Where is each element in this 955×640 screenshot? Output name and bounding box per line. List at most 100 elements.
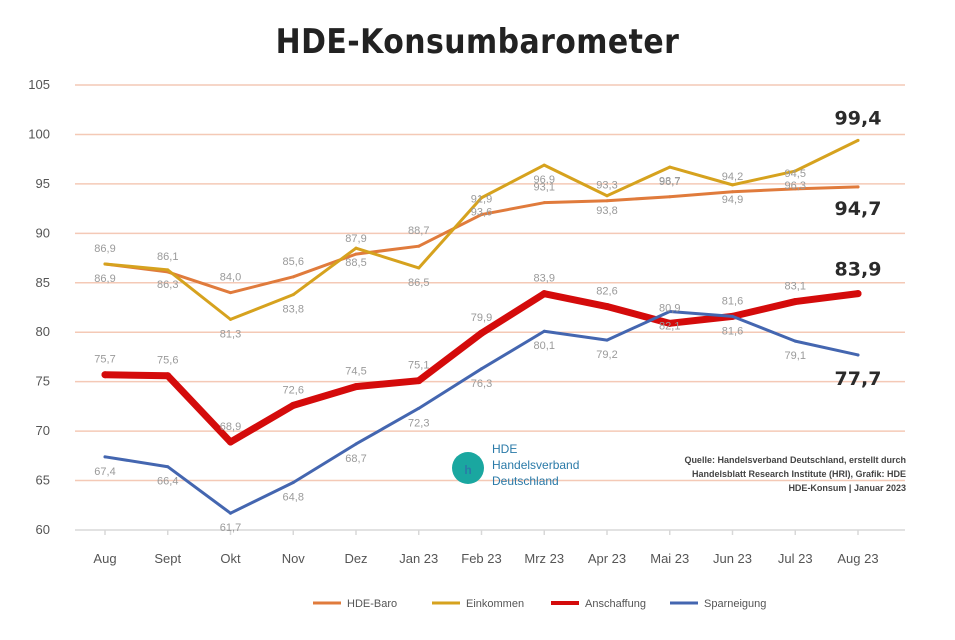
series-line-sparneigung bbox=[103, 309, 860, 515]
data-label: 94,2 bbox=[722, 171, 743, 183]
data-label: 93,6 bbox=[471, 207, 492, 219]
data-point bbox=[415, 377, 423, 385]
data-label: 88,5 bbox=[345, 257, 366, 269]
data-label: 86,9 bbox=[94, 273, 115, 285]
data-point bbox=[668, 309, 672, 313]
data-point bbox=[791, 298, 799, 306]
data-point bbox=[291, 275, 295, 279]
data-point bbox=[101, 371, 109, 379]
legend-label: Anschaffung bbox=[585, 598, 646, 610]
data-point bbox=[103, 455, 107, 459]
data-point bbox=[603, 303, 611, 311]
data-label: 82,1 bbox=[659, 320, 680, 332]
data-label: 67,4 bbox=[94, 466, 115, 478]
y-tick-label: 85 bbox=[36, 275, 50, 290]
y-tick-label: 80 bbox=[36, 324, 50, 339]
end-label: 83,9 bbox=[835, 259, 882, 281]
data-label: 68,9 bbox=[220, 421, 241, 433]
data-label: 72,3 bbox=[408, 417, 429, 429]
data-point bbox=[793, 187, 797, 191]
data-point bbox=[854, 290, 862, 298]
data-point bbox=[417, 244, 421, 248]
data-label: 94,5 bbox=[785, 168, 806, 180]
data-point bbox=[793, 339, 797, 343]
y-tick-label: 100 bbox=[28, 126, 50, 141]
series-line-einkommen bbox=[103, 138, 860, 321]
x-tick-label: Jul 23 bbox=[778, 551, 813, 566]
y-tick-label: 90 bbox=[36, 225, 50, 240]
data-label: 83,8 bbox=[283, 304, 304, 316]
data-label: 75,1 bbox=[408, 360, 429, 372]
source-note: Quelle: Handelsverband Deutschland, erst… bbox=[684, 455, 906, 493]
data-point bbox=[480, 213, 483, 217]
data-point bbox=[666, 319, 674, 327]
data-label: 91,9 bbox=[471, 194, 492, 206]
data-point bbox=[856, 353, 860, 357]
data-point bbox=[291, 481, 295, 485]
data-point bbox=[605, 338, 609, 342]
data-label: 96,3 bbox=[785, 180, 806, 192]
data-point bbox=[605, 199, 609, 203]
source-line: HDE-Konsum | Januar 2023 bbox=[788, 483, 906, 493]
data-point bbox=[856, 138, 860, 142]
data-label: 82,6 bbox=[596, 286, 617, 298]
data-label: 86,5 bbox=[408, 277, 429, 289]
data-label: 81,3 bbox=[220, 328, 241, 340]
y-tick-label: 95 bbox=[36, 176, 50, 191]
y-tick-label: 105 bbox=[28, 77, 50, 92]
data-label: 79,2 bbox=[596, 349, 617, 361]
x-tick-label: Aug 23 bbox=[837, 551, 878, 566]
legend-label: Sparneigung bbox=[704, 598, 766, 610]
data-point bbox=[542, 163, 546, 167]
data-label: 66,4 bbox=[157, 476, 178, 488]
hde-logo: h HDE Handelsverband Deutschland bbox=[452, 442, 579, 488]
data-label: 88,7 bbox=[408, 225, 429, 237]
data-point bbox=[856, 185, 860, 189]
data-point bbox=[103, 262, 107, 266]
data-point bbox=[731, 314, 734, 318]
data-label: 86,9 bbox=[94, 243, 115, 255]
data-label: 75,7 bbox=[94, 354, 115, 366]
chart-title: HDE-Konsumbarometer bbox=[275, 22, 680, 62]
data-label: 81,6 bbox=[722, 325, 743, 337]
data-label: 93,8 bbox=[596, 205, 617, 217]
data-point bbox=[542, 329, 546, 333]
data-point bbox=[668, 195, 672, 199]
x-tick-label: Nov bbox=[282, 551, 306, 566]
end-label: 94,7 bbox=[835, 198, 882, 220]
x-tick-label: Feb 23 bbox=[461, 551, 501, 566]
data-point bbox=[605, 194, 609, 198]
hde-logo-text: Deutschland bbox=[492, 474, 559, 488]
data-point bbox=[478, 329, 485, 337]
data-point bbox=[354, 252, 358, 256]
data-point bbox=[731, 190, 734, 194]
data-point bbox=[166, 268, 170, 272]
data-label: 96,9 bbox=[534, 174, 555, 186]
data-point bbox=[164, 372, 172, 380]
x-tick-label: Aug bbox=[93, 551, 116, 566]
x-tick-label: Okt bbox=[220, 551, 241, 566]
data-point bbox=[480, 367, 483, 371]
data-point bbox=[227, 438, 234, 446]
legend-label: Einkommen bbox=[466, 598, 524, 610]
series-lines bbox=[101, 138, 862, 515]
data-point bbox=[668, 165, 672, 169]
data-label: 84,0 bbox=[220, 272, 241, 284]
data-point bbox=[354, 442, 358, 446]
axes: 60 65 70 75 80 85 90 95 100 105 Aug Sept Okt Nov Dez Ja… bbox=[28, 77, 905, 566]
y-tick-label: 70 bbox=[36, 423, 50, 438]
hde-logo-text: Handelsverband bbox=[492, 458, 579, 472]
x-tick-label: Apr 23 bbox=[588, 551, 626, 566]
data-label: 61,7 bbox=[220, 522, 241, 534]
data-point bbox=[417, 406, 421, 410]
data-label: 72,6 bbox=[283, 384, 304, 396]
data-label: 79,1 bbox=[785, 350, 806, 362]
data-label: 86,3 bbox=[157, 279, 178, 291]
data-label: 87,9 bbox=[345, 233, 366, 245]
data-label: 83,9 bbox=[534, 273, 555, 285]
data-point bbox=[229, 317, 232, 321]
data-labels: 86,9 86,1 84,0 85,6 87,9 88,7 91,9 93,1 93,3 93,7… bbox=[94, 107, 881, 534]
data-point bbox=[289, 401, 297, 409]
data-label: 83,1 bbox=[785, 281, 806, 293]
source-line: Quelle: Handelsverband Deutschland, erst… bbox=[684, 455, 906, 465]
